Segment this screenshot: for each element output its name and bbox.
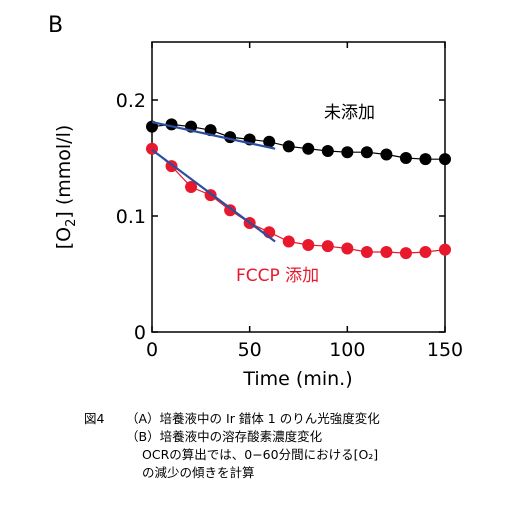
y-axis-title-bracket-open: [O xyxy=(53,227,75,249)
data-point-fccp xyxy=(380,245,393,258)
y-axis-title: [O2] (mmol/l) xyxy=(53,125,79,250)
x-axis-title: Time (min.) xyxy=(242,368,352,390)
data-point-untreated xyxy=(341,146,354,159)
data-point-fccp xyxy=(282,235,295,248)
data-point-untreated xyxy=(360,146,373,159)
data-point-untreated xyxy=(439,153,451,166)
caption-line-c: OCRの算出では、0−60分間における[O₂] xyxy=(142,447,379,462)
data-point-untreated xyxy=(302,142,315,155)
x-tick-label: 150 xyxy=(427,339,463,361)
data-point-untreated xyxy=(263,135,276,148)
data-point-untreated xyxy=(399,152,412,164)
fit-line-untreated xyxy=(151,120,276,150)
data-point-fccp xyxy=(439,243,451,256)
y-tick-label: 0 xyxy=(134,322,146,344)
data-point-untreated xyxy=(282,140,295,153)
data-point-untreated xyxy=(380,148,393,161)
data-point-fccp xyxy=(302,239,315,251)
series-label-fccp: FCCP 添加 xyxy=(236,266,319,286)
series-line-untreated xyxy=(151,123,445,160)
y-tick-label: 0.2 xyxy=(116,90,146,112)
figure-caption: 図4 （A）培養液中の Ir 錯体 1 のりん光強度変化 （B）培養液中の溶存酸… xyxy=(84,410,504,482)
oxygen-chart: B 0 50 100 150 0 0.1 0.2 未添加 FCCP 添加 Time (min… xyxy=(48,13,463,390)
caption-line-a: （A）培養液中の Ir 錯体 1 のりん光強度変化 xyxy=(126,411,380,426)
data-point-untreated xyxy=(321,145,334,158)
caption-line-b: （B）培養液中の溶存酸素濃度変化 xyxy=(126,429,323,444)
data-point-fccp xyxy=(399,247,412,260)
y-axis-title-subscript: 2 xyxy=(64,219,79,227)
data-point-fccp xyxy=(341,242,354,255)
fit-line-fccp xyxy=(151,148,276,243)
data-point-fccp xyxy=(185,181,198,193)
data-point-fccp xyxy=(360,245,373,258)
y-axis-title-rest: ] (mmol/l) xyxy=(53,125,75,219)
data-point-untreated xyxy=(419,153,432,166)
panel-label: B xyxy=(48,13,63,38)
axis-ticks: 0 50 100 150 0 0.1 0.2 xyxy=(116,42,463,361)
plot-area xyxy=(151,41,446,333)
y-tick-label: 0.1 xyxy=(116,206,146,228)
data-points xyxy=(146,118,451,260)
series-label-untreated: 未添加 xyxy=(324,103,375,123)
fit-lines xyxy=(151,120,276,243)
caption-line-d: の減少の傾きを計算 xyxy=(142,465,255,480)
series-line-fccp xyxy=(151,148,446,254)
x-tick-label: 100 xyxy=(329,339,365,361)
caption-figure-label: 図4 xyxy=(84,411,105,426)
caption-row: 図4 （A）培養液中の Ir 錯体 1 のりん光強度変化 （B）培養液中の溶存酸… xyxy=(84,410,504,482)
caption-body: （A）培養液中の Ir 錯体 1 のりん光強度変化 （B）培養液中の溶存酸素濃度… xyxy=(126,410,504,482)
data-point-fccp xyxy=(419,245,432,258)
plot-frame xyxy=(151,41,446,333)
x-tick-label: 50 xyxy=(238,339,262,361)
data-point-fccp xyxy=(321,240,334,253)
x-tick-label: 0 xyxy=(146,339,158,361)
